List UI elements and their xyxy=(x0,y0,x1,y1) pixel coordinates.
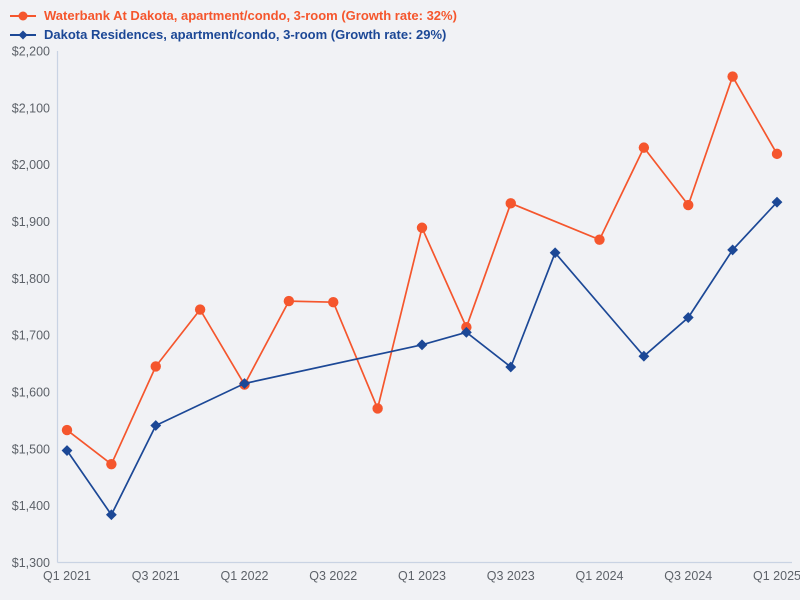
data-point-marker[interactable] xyxy=(61,445,73,456)
y-tick-label: $1,900 xyxy=(12,215,50,229)
data-point-marker[interactable] xyxy=(61,424,73,436)
x-tick-label: Q3 2022 xyxy=(309,569,357,583)
data-point-marker[interactable] xyxy=(771,196,783,208)
y-tick-label: $2,200 xyxy=(12,45,50,59)
data-point-marker[interactable] xyxy=(638,350,650,362)
y-tick-label: $1,700 xyxy=(12,329,50,343)
x-tick-label: Q3 2023 xyxy=(487,569,535,583)
y-tick-label: $1,600 xyxy=(12,386,50,400)
series-line-0 xyxy=(66,74,778,466)
chart-legend: Waterbank At Dakota, apartment/condo, 3-… xyxy=(9,7,457,43)
x-tick-label: Q1 2023 xyxy=(398,569,446,583)
y-tick-label: $1,800 xyxy=(12,272,50,286)
x-tick-label: Q3 2024 xyxy=(664,569,712,583)
data-point-marker[interactable] xyxy=(682,312,694,323)
y-tick-label: $2,100 xyxy=(12,101,50,115)
legend-label-dakota-residences: Dakota Residences, apartment/condo, 3-ro… xyxy=(44,27,447,42)
data-point-marker[interactable] xyxy=(460,326,472,338)
data-point-marker[interactable] xyxy=(549,247,561,259)
data-point-marker[interactable] xyxy=(638,142,650,153)
data-point-marker[interactable] xyxy=(727,71,738,82)
data-point-marker[interactable] xyxy=(150,361,161,372)
data-point-marker[interactable] xyxy=(771,148,783,160)
data-point-marker[interactable] xyxy=(194,304,206,315)
y-tick-label: $1,400 xyxy=(12,499,50,513)
y-tick-label: $2,000 xyxy=(12,158,50,172)
data-point-marker[interactable] xyxy=(416,339,428,351)
legend-item-dakota-residences[interactable]: Dakota Residences, apartment/condo, 3-ro… xyxy=(9,26,457,43)
legend-label-waterbank-at-dakota: Waterbank At Dakota, apartment/condo, 3-… xyxy=(44,8,457,23)
x-tick-label: Q1 2021 xyxy=(43,569,91,583)
x-tick-label: Q1 2024 xyxy=(576,569,624,583)
data-point-marker[interactable] xyxy=(505,361,517,373)
legend-item-waterbank-at-dakota[interactable]: Waterbank At Dakota, apartment/condo, 3-… xyxy=(9,7,457,24)
series-line-1 xyxy=(66,201,778,517)
data-point-marker[interactable] xyxy=(505,198,516,209)
data-point-marker[interactable] xyxy=(683,199,694,211)
data-point-marker[interactable] xyxy=(106,458,117,470)
data-point-marker[interactable] xyxy=(105,509,117,521)
data-point-marker[interactable] xyxy=(372,403,383,414)
data-point-marker[interactable] xyxy=(416,222,428,233)
x-tick-label: Q1 2022 xyxy=(221,569,269,583)
data-point-marker[interactable] xyxy=(727,244,739,256)
data-point-marker[interactable] xyxy=(328,297,339,308)
y-tick-label: $1,300 xyxy=(12,556,50,570)
data-point-marker[interactable] xyxy=(594,234,605,245)
data-point-marker[interactable] xyxy=(239,378,250,389)
x-tick-label: Q1 2025 xyxy=(753,569,800,583)
data-point-marker[interactable] xyxy=(283,295,295,307)
line-diamond-marker-icon xyxy=(10,30,36,39)
line-circle-marker-icon xyxy=(10,11,36,20)
y-tick-label: $1,500 xyxy=(12,442,50,456)
data-point-marker[interactable] xyxy=(150,420,162,431)
x-tick-label: Q3 2021 xyxy=(132,569,180,583)
